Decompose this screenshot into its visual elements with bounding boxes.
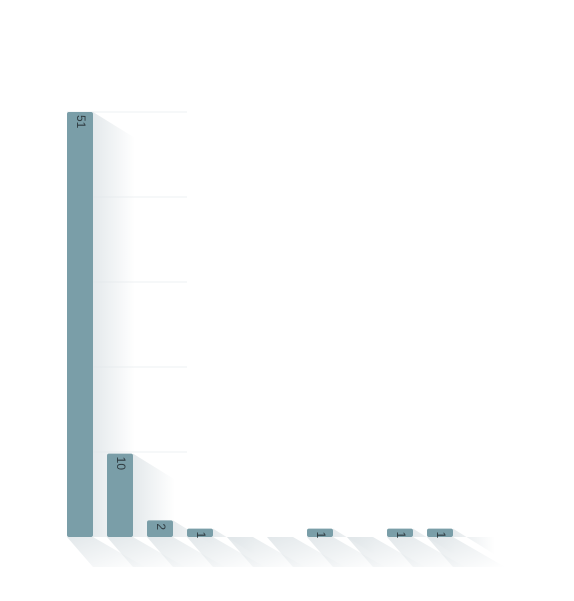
bar (387, 528, 413, 537)
bars (67, 112, 453, 537)
bar (427, 528, 453, 537)
bar-ground-shadow (307, 537, 385, 567)
bar-ground-shadow (427, 537, 505, 567)
data-label: 1 (194, 532, 208, 539)
bar (307, 528, 333, 537)
bar (147, 520, 173, 537)
data-label: 10 (114, 457, 128, 471)
bar-ground-shadow (187, 537, 265, 567)
bar (107, 453, 133, 537)
bar-ground-shadow (267, 537, 345, 567)
bar-ground-shadow (147, 537, 225, 567)
bar-ground-shadow (67, 537, 145, 567)
data-labels: 51 10 2 1 1 1 1 (74, 115, 448, 539)
bar (187, 528, 213, 537)
bar-shadow (93, 112, 135, 537)
bar (67, 112, 93, 537)
data-label: 1 (434, 532, 448, 539)
bar-shadow (133, 453, 175, 537)
bar-ground-shadow (107, 537, 185, 567)
bar-ground-shadow (387, 537, 465, 567)
data-label: 1 (314, 532, 328, 539)
bar-ground-shadow (347, 537, 425, 567)
data-label: 1 (394, 532, 408, 539)
data-label: 2 (154, 523, 168, 530)
bar-shadow (453, 528, 495, 555)
data-label: 51 (74, 115, 88, 129)
bar-ground-shadow (227, 537, 305, 567)
